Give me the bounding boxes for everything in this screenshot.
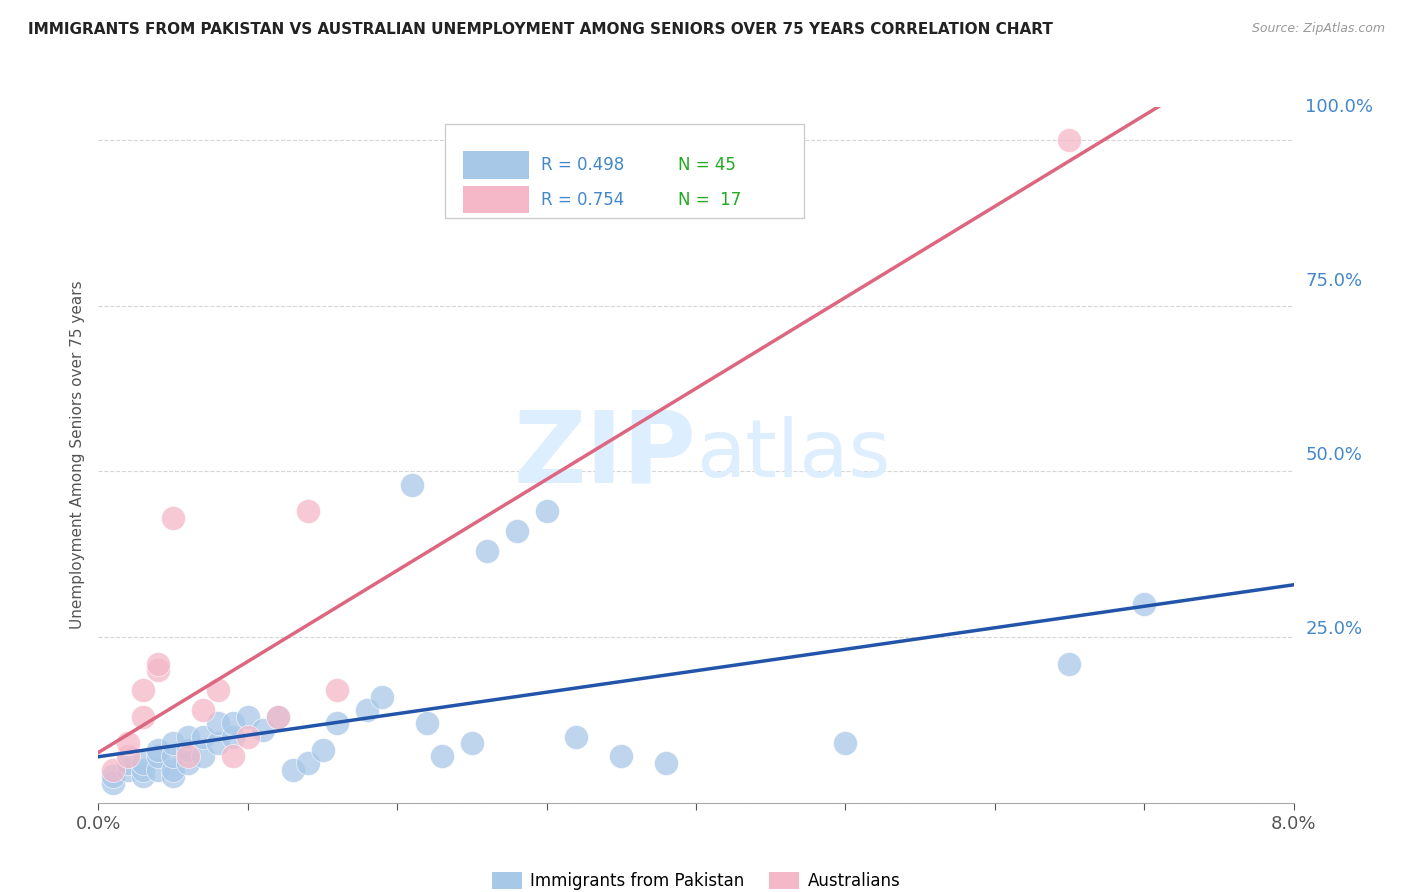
- Point: [297, 756, 319, 770]
- Point: [162, 511, 184, 525]
- Point: [371, 690, 394, 704]
- Point: [132, 763, 155, 777]
- Point: [117, 736, 139, 750]
- FancyBboxPatch shape: [463, 186, 529, 213]
- Point: [281, 763, 304, 777]
- Point: [222, 730, 245, 744]
- Point: [191, 749, 214, 764]
- Text: N =  17: N = 17: [678, 191, 741, 209]
- Y-axis label: Unemployment Among Seniors over 75 years: Unemployment Among Seniors over 75 years: [70, 281, 86, 629]
- Point: [401, 477, 423, 491]
- Text: R = 0.754: R = 0.754: [540, 191, 624, 209]
- Point: [177, 743, 200, 757]
- Text: 25.0%: 25.0%: [1305, 620, 1362, 638]
- Point: [311, 743, 333, 757]
- Point: [148, 657, 170, 671]
- Text: 100.0%: 100.0%: [1305, 98, 1374, 116]
- Point: [132, 756, 155, 770]
- Point: [162, 769, 184, 783]
- Point: [177, 749, 200, 764]
- Point: [191, 730, 214, 744]
- Text: IMMIGRANTS FROM PAKISTAN VS AUSTRALIAN UNEMPLOYMENT AMONG SENIORS OVER 75 YEARS : IMMIGRANTS FROM PAKISTAN VS AUSTRALIAN U…: [28, 22, 1053, 37]
- FancyBboxPatch shape: [444, 124, 804, 219]
- Text: Source: ZipAtlas.com: Source: ZipAtlas.com: [1251, 22, 1385, 36]
- Text: ZIP: ZIP: [513, 407, 696, 503]
- Point: [191, 703, 214, 717]
- Point: [1133, 597, 1156, 611]
- Point: [222, 749, 245, 764]
- Point: [162, 749, 184, 764]
- Legend: Immigrants from Pakistan, Australians: Immigrants from Pakistan, Australians: [484, 863, 908, 892]
- Point: [148, 663, 170, 677]
- Point: [148, 749, 170, 764]
- Point: [207, 683, 229, 698]
- Point: [222, 716, 245, 731]
- Point: [356, 703, 378, 717]
- Point: [162, 763, 184, 777]
- Point: [565, 730, 588, 744]
- Point: [177, 756, 200, 770]
- Point: [177, 730, 200, 744]
- Text: 75.0%: 75.0%: [1305, 272, 1362, 290]
- Point: [267, 709, 290, 723]
- Point: [103, 763, 125, 777]
- Point: [236, 730, 259, 744]
- Point: [162, 736, 184, 750]
- Point: [536, 504, 558, 518]
- Point: [1059, 133, 1081, 147]
- Point: [236, 709, 259, 723]
- Point: [326, 683, 349, 698]
- Point: [117, 749, 139, 764]
- Text: atlas: atlas: [696, 416, 890, 494]
- Point: [416, 716, 439, 731]
- Point: [103, 776, 125, 790]
- Point: [207, 716, 229, 731]
- Point: [506, 524, 529, 538]
- Point: [655, 756, 678, 770]
- Point: [103, 769, 125, 783]
- FancyBboxPatch shape: [463, 151, 529, 178]
- Text: N = 45: N = 45: [678, 156, 735, 174]
- Point: [132, 683, 155, 698]
- Point: [475, 544, 498, 558]
- Point: [132, 769, 155, 783]
- Point: [117, 763, 139, 777]
- Text: R = 0.498: R = 0.498: [540, 156, 624, 174]
- Point: [117, 756, 139, 770]
- Point: [252, 723, 274, 737]
- Point: [834, 736, 856, 750]
- Point: [326, 716, 349, 731]
- Point: [132, 709, 155, 723]
- Point: [148, 743, 170, 757]
- Text: 50.0%: 50.0%: [1305, 446, 1362, 464]
- Point: [1059, 657, 1081, 671]
- Point: [610, 749, 633, 764]
- Point: [267, 709, 290, 723]
- Point: [207, 736, 229, 750]
- Point: [430, 749, 453, 764]
- Point: [148, 763, 170, 777]
- Point: [297, 504, 319, 518]
- Point: [461, 736, 484, 750]
